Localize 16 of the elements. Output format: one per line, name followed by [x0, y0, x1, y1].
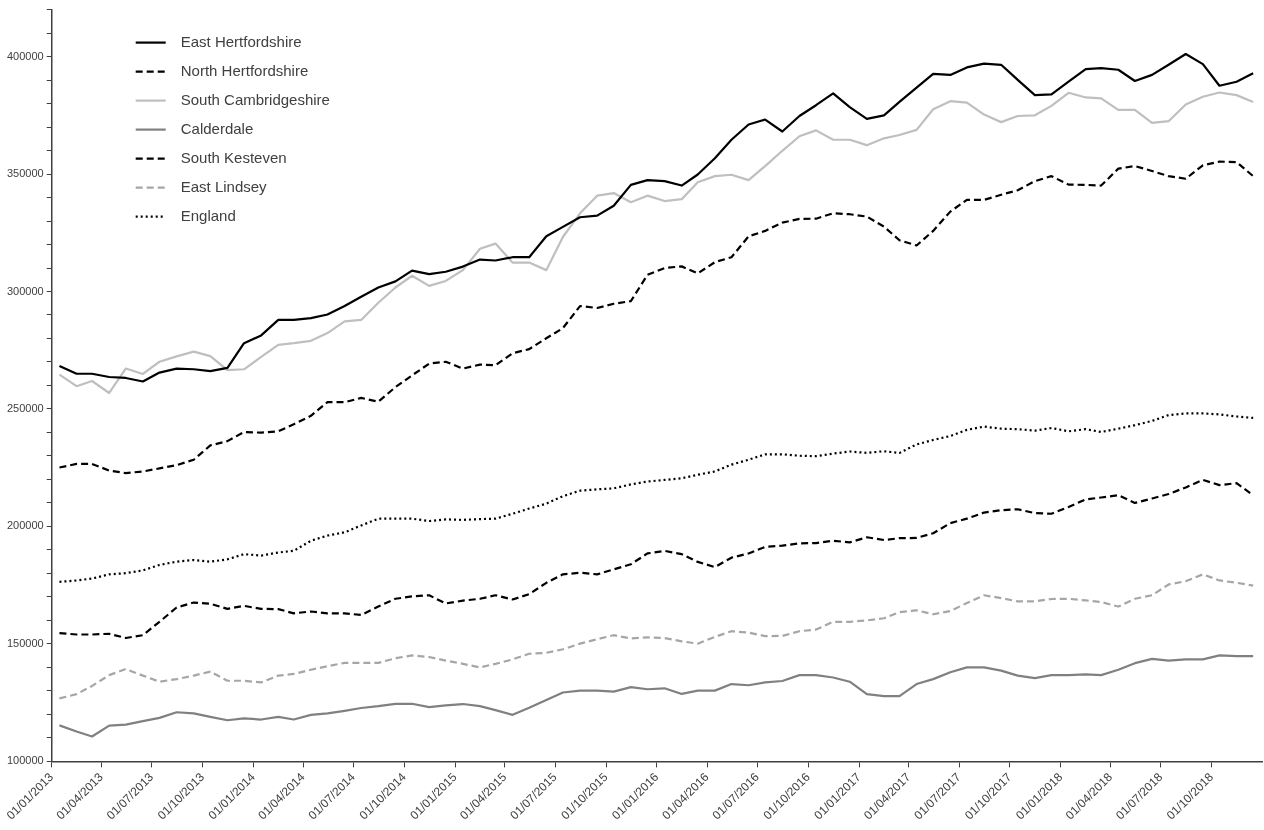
y-tick-label: 350000: [6, 167, 44, 180]
y-tick-label: 300000: [6, 284, 44, 297]
legend-label: East Lindsey: [180, 177, 268, 195]
legend-label: England: [180, 206, 236, 224]
y-tick-label: 100000: [6, 754, 44, 767]
line-series: [58, 412, 1255, 583]
y-tick-label: 400000: [6, 49, 44, 62]
legend-label: East Hertfordshire: [180, 32, 302, 50]
y-tick-label: 250000: [6, 402, 44, 414]
legend-label: Calderdale: [180, 119, 254, 137]
legend-label: North Hertfordshire: [180, 61, 309, 79]
y-tick-label: 150000: [6, 636, 44, 649]
line-series: [58, 573, 1255, 700]
legend-label: South Kesteven: [180, 148, 287, 166]
y-tick-label: 200000: [6, 519, 44, 532]
legend-label: South Cambridgeshire: [180, 90, 330, 108]
